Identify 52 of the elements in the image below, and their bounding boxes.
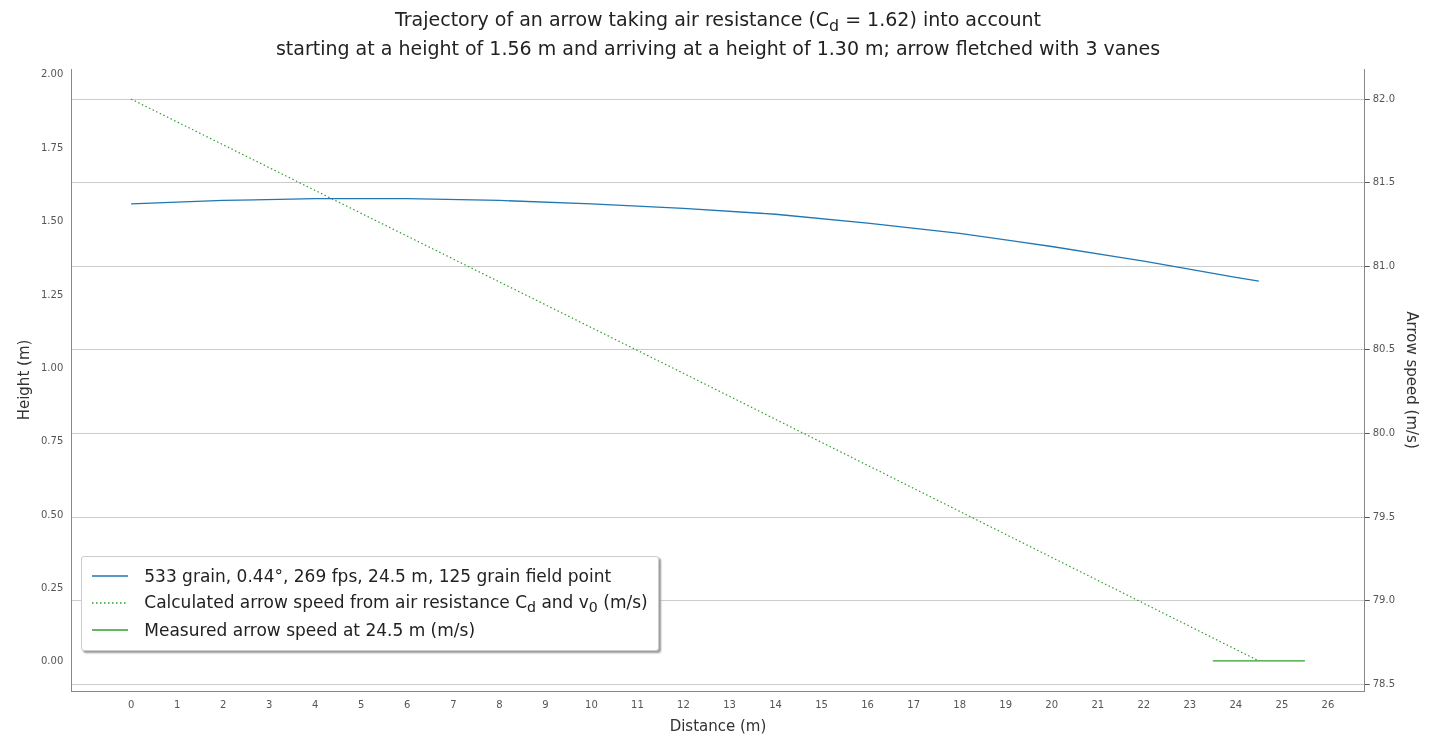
y-tick-label: 1.50 — [41, 214, 64, 226]
y-tick-label: 1.00 — [41, 361, 64, 373]
x-tick-label: 23 — [1183, 698, 1197, 710]
x-tick-label: 1 — [173, 698, 181, 710]
x-tick-label: 9 — [542, 698, 549, 710]
y2-tick-label: 81.0 — [1372, 259, 1395, 271]
legend-label: Calculated arrow speed from air resistance C$_{d}$ and v$_{0}$ (m/s) — [144, 591, 648, 615]
x-tick-label: 3 — [266, 698, 273, 710]
y-axis-title: Height (m) — [14, 339, 33, 421]
y-tick-label: 1.25 — [41, 288, 64, 300]
y2-tick-label: 80.0 — [1372, 426, 1395, 438]
y2-tick-label: 82.0 — [1372, 92, 1395, 104]
y2-tick-label: 79.5 — [1372, 510, 1395, 522]
y-tick-label: 2.00 — [41, 68, 64, 80]
y2-axis-title: Arrow speed (m/s) — [1403, 311, 1422, 449]
legend-label: Measured arrow speed at 24.5 m (m/s) — [144, 620, 476, 641]
x-tick-label: 10 — [585, 698, 598, 710]
x-tick-label: 21 — [1091, 698, 1105, 710]
x-tick-label: 6 — [404, 698, 411, 710]
x-tick-label: 2 — [219, 698, 227, 710]
x-tick-label: 22 — [1137, 698, 1151, 710]
x-tick-label: 13 — [723, 698, 736, 710]
x-tick-label: 26 — [1321, 698, 1335, 710]
x-axis-title: Distance (m) — [669, 716, 767, 735]
y2-tick-label: 79.0 — [1372, 594, 1395, 606]
x-tick-label: 24 — [1229, 698, 1243, 710]
x-tick-label: 4 — [312, 698, 319, 710]
x-tick-label: 16 — [861, 698, 874, 710]
x-tick-label: 12 — [677, 698, 690, 710]
x-tick-label: 17 — [907, 698, 920, 710]
x-tick-label: 5 — [358, 698, 365, 710]
chart-subtitle: starting at a height of 1.56 m and arriving at a height of 1.30 m; arrow fletched with 3 vanes — [274, 36, 1162, 60]
y2-tick-label: 81.5 — [1372, 176, 1395, 188]
y2-tick-label: 78.5 — [1372, 677, 1395, 689]
x-tick-label: 8 — [496, 698, 503, 710]
x-tick-label: 25 — [1275, 698, 1289, 710]
legend-label: 533 grain, 0.44°, 269 fps, 24.5 m, 125 grain field point — [144, 566, 612, 587]
y-tick-label: 0.50 — [41, 508, 64, 520]
x-tick-label: 7 — [450, 698, 457, 710]
chart-title: Trajectory of an arrow taking air resistance (C$_{d}$ = 1.62) into account — [393, 8, 1042, 37]
y2-tick-label: 80.5 — [1372, 343, 1395, 355]
y-tick-label: 0.00 — [41, 655, 64, 667]
x-tick-label: 19 — [999, 698, 1013, 710]
x-tick-label: 18 — [953, 698, 967, 710]
x-tick-label: 0 — [127, 698, 135, 710]
y-tick-label: 0.25 — [41, 581, 64, 593]
x-tick-label: 20 — [1045, 698, 1059, 710]
x-tick-label: 15 — [815, 698, 828, 710]
y-tick-label: 0.75 — [41, 435, 64, 446]
x-tick-label: 14 — [769, 698, 782, 710]
x-tick-label: 11 — [631, 698, 644, 710]
y-tick-label: 1.75 — [41, 141, 64, 153]
